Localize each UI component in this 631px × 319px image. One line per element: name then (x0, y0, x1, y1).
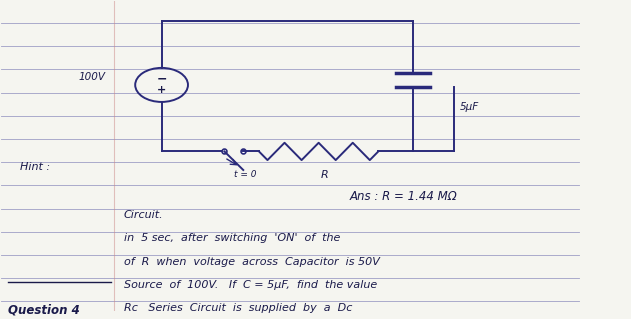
Text: −: − (156, 72, 167, 85)
Text: of  R  when  voltage  across  Capacitor  is 50V: of R when voltage across Capacitor is 50… (124, 256, 380, 267)
Text: t = 0: t = 0 (234, 170, 256, 179)
Text: in  5 sec,  after  switching  'ON'  of  the: in 5 sec, after switching 'ON' of the (124, 234, 340, 243)
Text: +: + (157, 85, 166, 94)
Text: Source  of  100V.   If  C = 5μF,  find  the value: Source of 100V. If C = 5μF, find the val… (124, 280, 377, 290)
Text: Ans : R = 1.44 MΩ: Ans : R = 1.44 MΩ (350, 190, 458, 203)
Text: Question 4: Question 4 (8, 303, 80, 316)
Text: Hint :: Hint : (20, 162, 50, 172)
Text: 100V: 100V (78, 72, 105, 82)
Text: 5μF: 5μF (460, 101, 479, 112)
Text: Circuit.: Circuit. (124, 210, 163, 220)
Text: R: R (321, 170, 329, 180)
Text: Rc   Series  Circuit  is  supplied  by  a  Dc: Rc Series Circuit is supplied by a Dc (124, 303, 352, 313)
